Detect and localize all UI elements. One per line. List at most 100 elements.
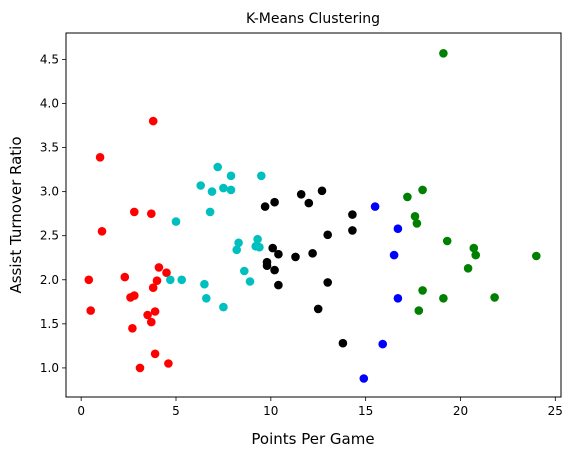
data-point-cluster-1-10	[219, 183, 228, 193]
data-point-cluster-2-13	[317, 186, 327, 196]
x-tick-label-0: 0	[77, 404, 85, 418]
data-point-cluster-1-5	[202, 294, 211, 303]
data-point-cluster-0-16	[150, 307, 160, 316]
data-point-cluster-1-19	[255, 242, 264, 252]
data-point-cluster-2-11	[308, 249, 317, 258]
data-point-cluster-3-2	[378, 339, 388, 349]
data-point-cluster-1-11	[226, 185, 236, 195]
data-point-cluster-0-2	[95, 153, 105, 162]
data-point-cluster-4-0	[403, 192, 412, 202]
y-tick-label-5: 3.5	[40, 141, 59, 155]
data-point-cluster-4-3	[414, 306, 424, 315]
data-point-cluster-2-5	[270, 197, 279, 207]
data-point-cluster-4-12	[490, 293, 499, 302]
chart-title: K-Means Clustering	[246, 11, 380, 27]
data-point-cluster-1-20	[257, 171, 266, 181]
data-point-cluster-0-9	[135, 363, 145, 373]
data-point-cluster-1-13	[232, 245, 241, 255]
x-tick-label-2: 10	[263, 404, 278, 418]
data-point-cluster-2-6	[274, 280, 283, 290]
data-point-cluster-3-4	[393, 224, 403, 233]
data-point-cluster-0-4	[120, 272, 130, 282]
data-point-cluster-1-4	[200, 279, 209, 289]
x-tick-label-1: 5	[172, 404, 180, 418]
data-point-cluster-2-0	[260, 202, 270, 211]
data-point-cluster-0-11	[147, 317, 156, 327]
data-point-cluster-4-1	[410, 212, 420, 221]
data-point-cluster-4-4	[418, 185, 427, 195]
data-point-cluster-3-1	[370, 202, 380, 211]
data-point-cluster-4-6	[439, 49, 448, 58]
data-point-cluster-2-10	[304, 198, 314, 208]
data-point-cluster-1-18	[253, 234, 262, 244]
data-point-cluster-4-10	[469, 243, 479, 253]
data-point-cluster-0-13	[148, 283, 158, 293]
data-point-cluster-4-13	[532, 251, 541, 261]
data-point-cluster-1-2	[177, 275, 186, 285]
data-point-cluster-1-15	[240, 266, 249, 276]
plot-points	[84, 49, 541, 383]
x-tick-label-3: 15	[358, 404, 373, 418]
data-point-cluster-3-3	[389, 250, 399, 260]
data-point-cluster-1-9	[219, 302, 228, 312]
data-point-cluster-2-14	[323, 278, 333, 287]
data-point-cluster-0-20	[164, 359, 173, 368]
data-point-cluster-1-14	[234, 238, 243, 248]
data-point-cluster-0-19	[162, 268, 171, 278]
data-point-cluster-1-16	[245, 277, 255, 286]
data-point-cluster-2-4	[270, 265, 279, 275]
data-point-cluster-3-0	[359, 374, 369, 383]
data-point-cluster-0-17	[152, 276, 162, 286]
data-point-cluster-0-12	[147, 209, 156, 218]
data-point-cluster-0-15	[150, 349, 160, 359]
data-point-cluster-2-17	[348, 210, 357, 219]
plot-frame	[65, 32, 562, 398]
x-tick-label-5: 25	[548, 404, 563, 418]
data-point-cluster-0-14	[148, 116, 158, 126]
data-point-cluster-3-5	[393, 294, 403, 303]
x-axis-label: Points Per Game	[251, 430, 374, 448]
data-point-cluster-0-0	[84, 275, 94, 285]
x-axis-ticks: 0 5 10 15 20 25	[77, 397, 563, 418]
y-tick-label-6: 4.0	[40, 97, 59, 111]
data-point-cluster-1-7	[207, 187, 217, 196]
y-tick-label-1: 1.5	[40, 317, 59, 331]
data-point-cluster-1-0	[166, 275, 175, 285]
data-point-cluster-2-15	[323, 230, 333, 240]
data-point-cluster-1-8	[213, 162, 222, 172]
data-point-cluster-1-1	[171, 217, 181, 226]
data-point-cluster-2-3	[268, 243, 278, 253]
data-point-cluster-0-1	[86, 306, 95, 315]
data-point-cluster-0-6	[128, 324, 137, 333]
data-point-cluster-1-12	[226, 171, 236, 181]
x-tick-label-4: 20	[453, 404, 468, 418]
y-axis-label: Assist Turnover Ratio	[7, 136, 25, 293]
data-point-cluster-1-3	[196, 181, 205, 190]
data-point-cluster-0-10	[143, 310, 152, 320]
data-point-cluster-4-7	[439, 294, 448, 303]
y-tick-label-2: 2.0	[40, 273, 59, 287]
y-axis-ticks: 1.0 1.5 2.0 2.5 3.0 3.5 4.0 4.5	[40, 52, 66, 375]
y-tick-label-0: 1.0	[40, 361, 59, 375]
data-point-cluster-4-8	[442, 236, 452, 246]
y-tick-label-3: 2.5	[40, 229, 59, 243]
data-point-cluster-0-18	[154, 263, 164, 272]
data-point-cluster-2-7	[274, 249, 283, 259]
data-point-cluster-4-11	[471, 250, 481, 260]
data-point-cluster-2-18	[348, 226, 357, 235]
data-point-cluster-2-9	[296, 190, 306, 199]
data-point-cluster-1-6	[205, 207, 215, 217]
data-point-cluster-2-12	[313, 304, 323, 314]
data-point-cluster-2-16	[338, 338, 348, 348]
data-point-cluster-0-7	[130, 291, 139, 300]
data-point-cluster-4-2	[412, 219, 422, 228]
data-point-cluster-4-5	[418, 286, 427, 295]
data-point-cluster-2-8	[291, 252, 300, 262]
y-tick-label-7: 4.5	[40, 52, 59, 66]
data-point-cluster-2-2	[262, 257, 272, 267]
data-point-cluster-0-8	[130, 207, 139, 217]
data-point-cluster-0-3	[97, 227, 107, 236]
y-tick-label-4: 3.0	[40, 185, 59, 199]
